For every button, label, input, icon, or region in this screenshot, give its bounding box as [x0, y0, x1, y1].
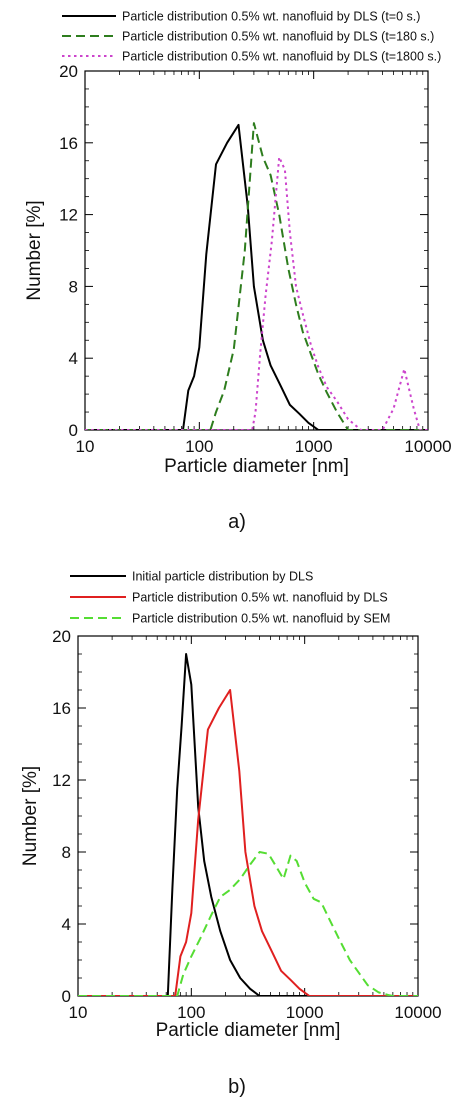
legend-label-1: Initial particle distribution by DLS	[132, 570, 313, 584]
series-line-2	[78, 689, 418, 996]
series-line-2	[85, 122, 428, 430]
x-axis-label: Particle diameter [nm]	[156, 1020, 341, 1041]
x-tick-label: 10	[69, 1003, 88, 1022]
y-tick-label: 0	[69, 421, 78, 440]
y-axis-label: Number [%]	[20, 766, 41, 866]
panel-a: 10 100 1000 10000 0 4 8 12 16 20 Particle diameter…	[24, 10, 452, 534]
legend-label-2: Particle distribution 0.5% wt. nanofluid…	[132, 591, 388, 605]
y-tick-label: 8	[62, 843, 71, 862]
panel-label: b)	[228, 1076, 246, 1098]
x-axis-label: Particle diameter [nm]	[164, 456, 349, 477]
panel-label: a)	[228, 511, 246, 533]
series-line-3	[85, 156, 428, 430]
y-tick-label: 12	[52, 771, 71, 790]
legend-label-3: Particle distribution 0.5% wt. nanofluid…	[122, 50, 441, 64]
x-tick-label: 10000	[404, 437, 451, 456]
legend-label-2: Particle distribution 0.5% wt. nanofluid…	[122, 30, 434, 44]
y-tick-label: 0	[62, 987, 71, 1006]
x-tick-label: 10	[76, 437, 95, 456]
legend-label-3: Particle distribution 0.5% wt. nanofluid…	[132, 612, 390, 626]
x-tick-label: 1000	[286, 1003, 324, 1022]
x-tick-label: 100	[185, 437, 213, 456]
y-tick-label: 8	[69, 277, 78, 296]
series-line-1	[78, 653, 418, 996]
x-tick-label: 10000	[394, 1003, 441, 1022]
y-tick-label: 20	[52, 627, 71, 646]
panel-b: 10 100 1000 10000 0 4 8 12 16 20 Particle diameter…	[20, 570, 442, 1099]
x-tick-label: 100	[177, 1003, 205, 1022]
y-tick-label: 16	[52, 699, 71, 718]
y-tick-label: 4	[62, 915, 71, 934]
legend-label-1: Particle distribution 0.5% wt. nanofluid…	[122, 10, 420, 24]
y-tick-label: 20	[59, 62, 78, 81]
y-tick-label: 16	[59, 134, 78, 153]
y-tick-label: 4	[69, 349, 78, 368]
y-axis-label: Number [%]	[24, 200, 45, 300]
x-tick-label: 1000	[295, 437, 333, 456]
y-tick-label: 12	[59, 206, 78, 225]
series-line-3	[78, 851, 418, 996]
